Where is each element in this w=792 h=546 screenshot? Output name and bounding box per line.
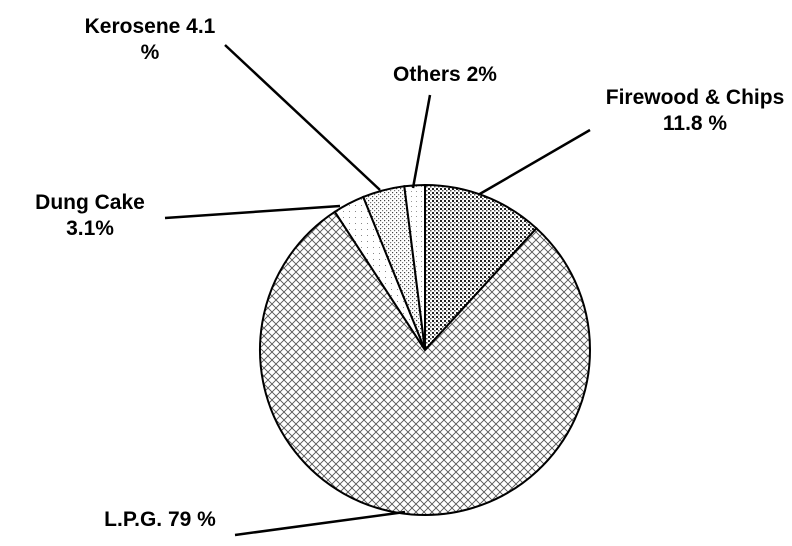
pie-slice (424, 183, 538, 353)
category-label: Firewood & Chips (605, 86, 785, 109)
leader-line (234, 510, 406, 537)
slice-label: Kerosene 4.1 % (75, 14, 225, 66)
slice-label: Dung Cake 3.1% (10, 190, 170, 242)
leader-line (477, 128, 591, 197)
value-label: 79 % (167, 508, 216, 531)
leader-line (164, 204, 341, 220)
slice-label: Others 2% (370, 62, 520, 88)
leader-line (411, 94, 432, 189)
category-label: Kerosene (84, 15, 181, 38)
slice-label: L.P.G. 79 % (80, 507, 240, 533)
value-label: 3.1% (66, 217, 114, 240)
value-label: 4.1 % (140, 15, 216, 64)
slice-label: Firewood & Chips 11.8 % (600, 85, 790, 137)
category-label: L.P.G. (104, 508, 163, 531)
category-label: Dung Cake (35, 191, 145, 214)
pie-slice (259, 210, 591, 516)
value-label: 2% (466, 63, 497, 86)
value-label: 11.8 % (662, 112, 728, 135)
category-label: Others (393, 63, 461, 86)
leader-line (224, 44, 381, 191)
